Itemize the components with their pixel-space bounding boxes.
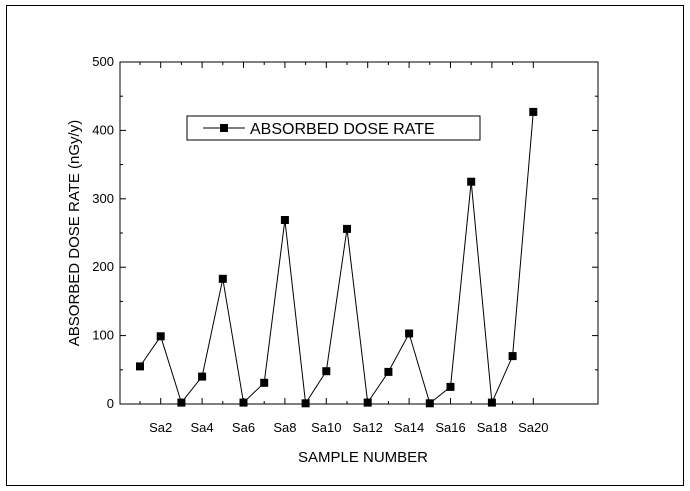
data-point-sa4 <box>198 372 207 381</box>
x-tick-label: Sa8 <box>273 420 296 435</box>
data-point-sa1 <box>136 362 144 371</box>
data-point-sa8 <box>280 216 289 224</box>
y-tick-label: 300 <box>92 191 114 206</box>
series-absorbed-dose-rate <box>136 107 538 408</box>
x-tick-label: Sa6 <box>232 420 255 435</box>
y-axis-title: ABSORBED DOSE RATE (nGy/y) <box>66 120 83 346</box>
data-point-sa10 <box>322 367 331 376</box>
legend: ABSORBED DOSE RATE <box>186 115 481 141</box>
data-point-sa17 <box>467 177 476 186</box>
data-point-sa6 <box>239 398 248 407</box>
x-tick-label: Sa10 <box>311 420 341 435</box>
x-tick-label: Sa16 <box>435 420 465 435</box>
data-point-sa12 <box>363 398 372 407</box>
x-tick-label: Sa18 <box>477 420 507 435</box>
x-tick-label: Sa14 <box>394 420 424 435</box>
y-tick-label: 0 <box>107 396 114 411</box>
x-tick-label: Sa20 <box>518 420 548 435</box>
y-tick-label: 200 <box>92 259 114 274</box>
legend-marker <box>220 124 228 132</box>
plot-area <box>119 61 599 405</box>
y-tick-label: 100 <box>92 328 114 343</box>
data-point-sa16 <box>446 382 455 391</box>
series-line <box>139 111 534 405</box>
y-tick-label: 500 <box>92 54 114 69</box>
x-tick-label: Sa12 <box>353 420 383 435</box>
data-point-sa20 <box>529 107 538 116</box>
x-tick-label: Sa4 <box>191 420 214 435</box>
data-point-sa11 <box>343 224 351 233</box>
x-axis: Sa2 Sa4 Sa6 Sa8 Sa10 Sa12 Sa14 Sa16 Sa18 Sa20 <box>139 62 548 435</box>
y-tick-label: 400 <box>92 122 114 137</box>
x-tick-label: Sa2 <box>149 420 172 435</box>
x-axis-title: SAMPLE NUMBER <box>298 449 428 466</box>
legend-label: ABSORBED DOSE RATE <box>250 121 435 138</box>
data-point-sa2 <box>156 332 165 341</box>
data-point-sa5 <box>218 274 227 283</box>
data-point-sa9 <box>301 399 310 408</box>
data-point-sa7 <box>260 378 269 387</box>
data-point-sa14 <box>405 329 414 338</box>
data-point-sa18 <box>487 398 496 407</box>
data-point-sa13 <box>384 367 393 376</box>
data-point-sa19 <box>508 352 517 361</box>
y-axis: 0 100 200 300 400 500 <box>92 54 598 411</box>
data-point-sa3 <box>177 398 186 407</box>
data-point-sa15 <box>425 399 434 408</box>
